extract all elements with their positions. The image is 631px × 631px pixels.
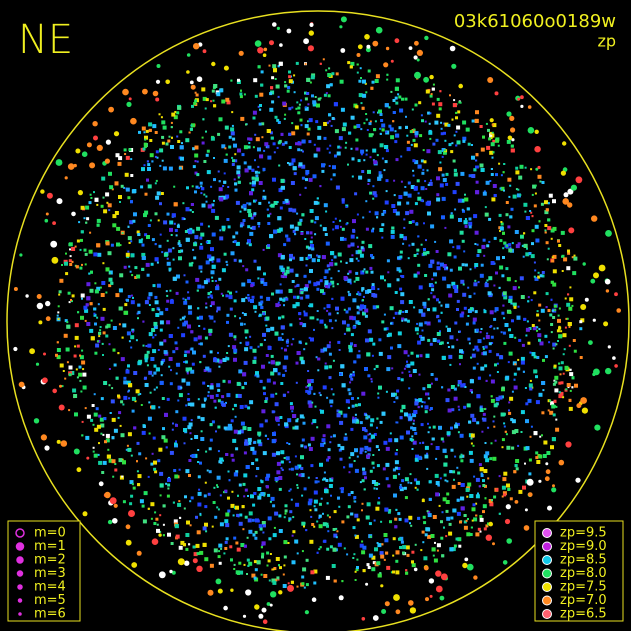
legends: m=0m=1m=2m=3m=4m=5m=6zp=9.5zp=9.0zp=8.5z… (15, 526, 607, 622)
magnitude-symbol (16, 570, 24, 577)
magnitude-symbol (15, 542, 25, 551)
zp-symbol (542, 528, 552, 538)
zp-label: zp=6.5 (560, 607, 607, 622)
star-field (13, 16, 621, 624)
magnitude-label: m=0 (34, 526, 66, 541)
zp-symbol (542, 555, 552, 565)
zp-label: zp=7.5 (560, 580, 607, 595)
magnitude-symbol (15, 528, 25, 538)
zp-symbol (542, 541, 552, 552)
frame-id: 03k61060o0189w (454, 11, 616, 32)
magnitude-label: m=3 (34, 566, 66, 581)
zp-label: zp=9.5 (560, 526, 607, 541)
magnitude-label: m=1 (34, 539, 66, 554)
zp-label: zp=7.0 (560, 593, 607, 608)
magnitude-label: m=6 (34, 607, 66, 622)
color-key: zp (597, 32, 616, 51)
magnitude-symbol (18, 612, 22, 616)
magnitude-symbol (16, 556, 24, 564)
zp-label: zp=8.0 (560, 566, 607, 581)
zp-label: zp=8.5 (560, 553, 607, 568)
zp-symbol (542, 609, 552, 619)
horizon-circle (6, 10, 630, 631)
magnitude-label: m=4 (34, 580, 66, 595)
zp-label: zp=9.0 (560, 539, 607, 554)
zp-symbol (542, 582, 552, 592)
direction-label: NE (18, 17, 73, 63)
zp-symbol (542, 595, 552, 606)
magnitude-symbol (17, 598, 23, 603)
magnitude-label: m=5 (34, 593, 66, 608)
zp-symbol (542, 568, 552, 579)
magnitude-symbol (17, 584, 23, 590)
magnitude-label: m=2 (34, 553, 66, 568)
